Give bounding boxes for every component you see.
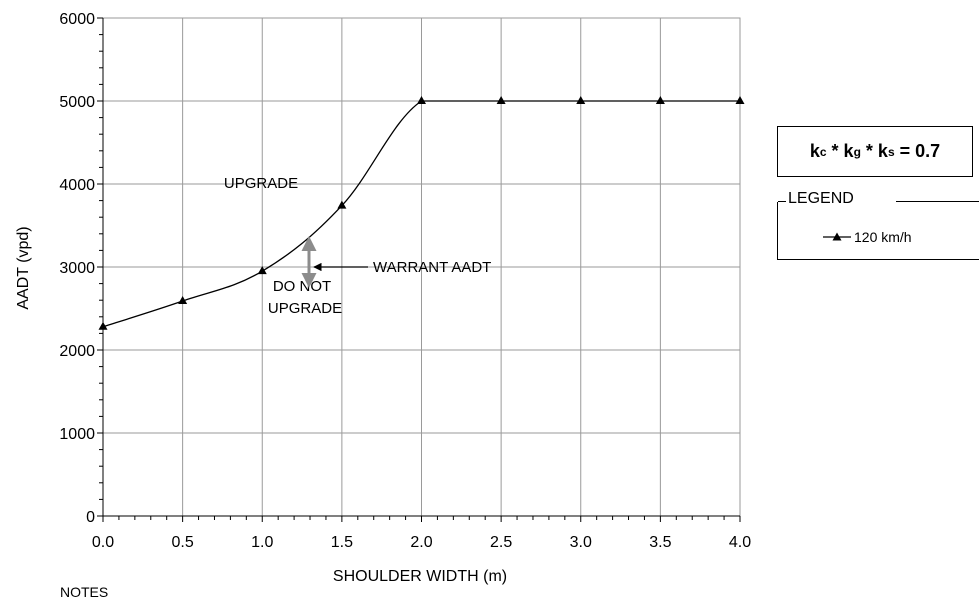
x-tick-label: 3.0 bbox=[570, 534, 592, 551]
data-point bbox=[417, 96, 426, 104]
axes bbox=[97, 17, 741, 522]
legend-marker-icon bbox=[823, 232, 851, 241]
upgrade-label: UPGRADE bbox=[224, 175, 298, 192]
y-tick-label: 2000 bbox=[59, 343, 95, 360]
tick-labels: 0.0 0.5 1.0 1.5 2.0 2.5 3.0 3.5 4.0 0 1000 2000 3000… bbox=[59, 11, 751, 551]
factor-k2-sub: g bbox=[853, 144, 861, 159]
factor-value: 0.7 bbox=[915, 141, 941, 161]
data-point bbox=[178, 296, 188, 305]
data-point bbox=[337, 200, 347, 209]
y-tick-label: 0 bbox=[86, 509, 95, 526]
x-tick-label: 0.0 bbox=[92, 534, 114, 551]
legend-entry: 120 km/h bbox=[823, 229, 912, 245]
data-point bbox=[496, 96, 506, 104]
y-axis-title: AADT (vpd) bbox=[15, 226, 32, 309]
y-tick-label: 5000 bbox=[59, 94, 95, 111]
x-tick-label: 3.5 bbox=[649, 534, 671, 551]
legend-border bbox=[778, 201, 786, 202]
legend-border bbox=[896, 201, 979, 202]
y-tick-label: 6000 bbox=[59, 11, 95, 28]
factor-k3: k bbox=[877, 141, 888, 161]
x-tick-label: 2.0 bbox=[410, 534, 432, 551]
legend-entry-label: 120 km/h bbox=[854, 229, 912, 245]
notes-label: NOTES bbox=[60, 584, 109, 600]
x-tick-label: 1.0 bbox=[251, 534, 273, 551]
factor-k1-sub: c bbox=[819, 144, 827, 159]
data-point bbox=[257, 266, 267, 275]
legend-title: LEGEND bbox=[786, 190, 860, 208]
x-axis-title: SHOULDER WIDTH (m) bbox=[333, 568, 507, 585]
x-tick-label: 2.5 bbox=[490, 534, 512, 551]
x-tick-label: 1.5 bbox=[331, 534, 353, 551]
x-tick-label: 4.0 bbox=[729, 534, 751, 551]
x-tick-label: 0.5 bbox=[172, 534, 194, 551]
data-point bbox=[98, 321, 108, 330]
do-not-label: DO NOT bbox=[273, 278, 331, 295]
data-point bbox=[576, 96, 586, 104]
factor-k2: k bbox=[843, 141, 854, 161]
series-line bbox=[102, 100, 740, 328]
y-tick-label: 4000 bbox=[59, 177, 95, 194]
y-tick-label: 3000 bbox=[59, 260, 95, 277]
factor-k1: k bbox=[809, 141, 820, 161]
series-120kmh bbox=[98, 96, 745, 330]
do-not-upgrade-label: UPGRADE bbox=[268, 300, 342, 317]
warrant-aadt-label: WARRANT AADT bbox=[373, 259, 491, 276]
factor-k3-sub: s bbox=[887, 144, 895, 159]
y-tick-label: 1000 bbox=[59, 426, 95, 443]
data-point bbox=[655, 96, 665, 104]
legend: LEGEND 120 km/h bbox=[777, 190, 979, 260]
data-point bbox=[735, 96, 745, 104]
